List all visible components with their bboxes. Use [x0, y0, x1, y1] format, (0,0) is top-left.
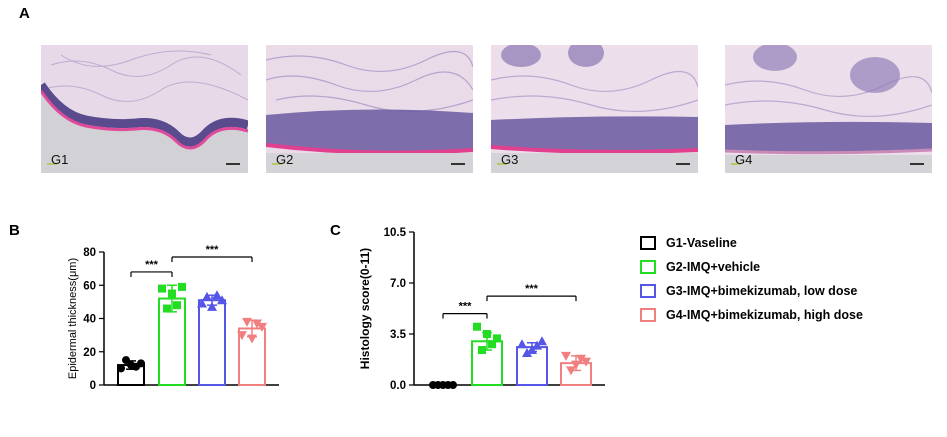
scale-marker	[272, 163, 282, 165]
scale-marker	[731, 163, 741, 165]
legend-swatch-g3	[640, 283, 656, 298]
histology-g1-drawing	[41, 45, 248, 173]
panel-letter-a: A	[19, 5, 30, 22]
legend-label-g4: G4-IMQ+bimekizumab, high dose	[666, 307, 863, 322]
data-point	[168, 289, 176, 298]
scale-marker	[497, 163, 507, 165]
data-point	[252, 319, 262, 329]
data-point	[242, 317, 252, 327]
legend-label-g1: G1-Vaseline	[666, 235, 737, 250]
legend-swatch-g1	[640, 235, 656, 250]
y-tick-label: 0	[90, 380, 96, 392]
data-point	[532, 340, 542, 350]
data-point	[473, 322, 481, 331]
legend-item-g1: G1-Vaseline	[640, 233, 863, 252]
y-tick-label: 7.0	[390, 278, 406, 290]
y-tick-label: 10.5	[384, 227, 407, 239]
data-point	[483, 330, 491, 338]
data-point	[493, 334, 501, 343]
legend-item-g3: G3-IMQ+bimekizumab, low dose	[640, 281, 863, 300]
legend-swatch-g4	[640, 307, 656, 322]
bar	[198, 299, 226, 386]
histology-image-g2: G2	[266, 45, 473, 173]
histology-g2-drawing	[266, 45, 473, 173]
data-point	[207, 301, 217, 311]
data-point	[566, 366, 576, 376]
scale-bar	[910, 163, 924, 165]
data-point	[202, 291, 212, 301]
significance-label: ***	[206, 244, 220, 256]
data-point	[163, 304, 171, 313]
data-point	[517, 339, 527, 349]
histology-label-g3: G3	[501, 152, 519, 167]
histology-g3-drawing	[491, 45, 698, 173]
data-point	[576, 354, 586, 364]
data-point	[571, 360, 581, 370]
histology-image-g4: G4	[725, 45, 932, 173]
legend: G1-Vaseline G2-IMQ+vehicle G3-IMQ+bimeki…	[640, 233, 863, 329]
data-point	[522, 347, 532, 357]
scale-bar	[676, 163, 690, 165]
histology-g4-drawing	[725, 45, 932, 173]
data-point	[178, 282, 186, 291]
data-point	[122, 356, 130, 365]
histology-label-g2: G2	[276, 152, 294, 167]
y-tick-label: 80	[83, 247, 96, 259]
histology-image-g1: G1	[41, 45, 248, 173]
scale-bar	[226, 163, 240, 165]
y-tick-label: 3.5	[390, 329, 407, 341]
legend-label-g3: G3-IMQ+bimekizumab, low dose	[666, 283, 858, 298]
data-point	[488, 340, 496, 349]
scale-marker	[47, 163, 57, 165]
significance-label: ***	[525, 283, 539, 295]
data-point	[212, 290, 222, 300]
data-point	[217, 295, 227, 305]
legend-swatch-g2	[640, 259, 656, 274]
data-point	[197, 298, 207, 308]
data-point	[247, 334, 257, 344]
significance-label: ***	[459, 301, 473, 313]
y-axis-label: Histology score(0-11)	[358, 248, 372, 369]
legend-item-g4: G4-IMQ+bimekizumab, high dose	[640, 305, 863, 324]
data-point	[527, 345, 537, 355]
data-point	[478, 346, 486, 355]
data-point	[137, 359, 145, 368]
legend-item-g2: G2-IMQ+vehicle	[640, 257, 863, 276]
panel-letter-b: B	[9, 222, 20, 239]
data-point	[117, 364, 125, 373]
y-axis-label: Epidermal thickness(μm)	[67, 258, 79, 379]
data-point	[173, 301, 181, 310]
y-tick-label: 20	[83, 347, 96, 359]
data-point	[581, 357, 591, 367]
data-point	[561, 351, 571, 361]
y-tick-label: 0.0	[390, 380, 406, 392]
histology-label-g1: G1	[51, 152, 69, 167]
data-point	[158, 284, 166, 293]
data-point	[537, 336, 547, 346]
scale-bar	[451, 163, 465, 165]
data-point	[449, 381, 457, 389]
histology-label-g4: G4	[735, 152, 753, 167]
data-point	[257, 322, 267, 332]
y-tick-label: 60	[83, 280, 96, 292]
legend-label-g2: G2-IMQ+vehicle	[666, 259, 761, 274]
histology-image-g3: G3	[491, 45, 698, 173]
panel-letter-c: C	[330, 222, 341, 239]
y-tick-label: 40	[83, 314, 96, 326]
data-point	[237, 331, 247, 341]
significance-label: ***	[145, 259, 159, 271]
